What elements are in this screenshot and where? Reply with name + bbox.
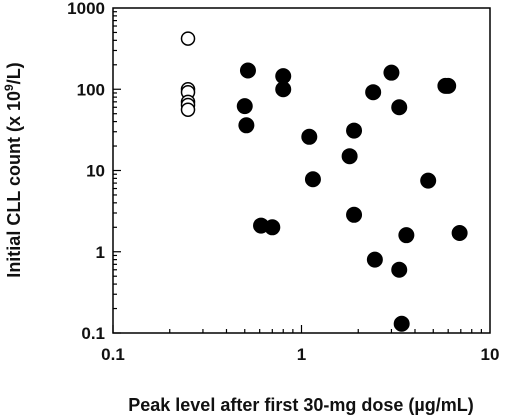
y-tick-label: 100 [77, 80, 105, 99]
y-axis-title-superscript: 9 [2, 84, 16, 91]
filled-circle-point [239, 62, 256, 79]
y-axis-title-end: /L) [4, 62, 24, 84]
y-tick-label: 1 [96, 243, 105, 262]
y-tick-label: 1000 [67, 0, 105, 18]
filled-circle-point [451, 225, 468, 242]
tick-group [112, 11, 482, 334]
y-tick-label: 0.1 [81, 324, 105, 343]
y-tick-label: 10 [86, 162, 105, 181]
data-points [180, 31, 468, 332]
filled-circle-point [391, 261, 408, 278]
filled-circle-point [440, 77, 457, 94]
filled-circle-point [383, 64, 400, 81]
x-tick-label: 0.1 [101, 345, 125, 364]
x-tick-label: 1 [297, 345, 306, 364]
filled-circle-point [301, 128, 318, 145]
x-tick-label: 10 [481, 345, 500, 364]
filled-circle-point [275, 81, 292, 98]
filled-circle-point [420, 172, 437, 189]
y-axis-title-main: Initial CLL count (x 10 [4, 91, 24, 278]
filled-circle-point [346, 122, 363, 139]
filled-circle-point [341, 148, 358, 165]
open-circle-point [180, 31, 196, 46]
filled-circle-point [236, 98, 253, 115]
filled-circle-point [304, 171, 321, 188]
tick-label-group: 0.1 1 10 0.1 1 10 100 1000 [67, 0, 499, 364]
filled-circle-point [264, 219, 281, 236]
filled-circle-point [393, 315, 410, 332]
filled-circle-point [391, 99, 408, 116]
filled-circle-point [238, 117, 255, 134]
filled-circle-point [365, 84, 382, 101]
plot-frame [112, 7, 491, 334]
open-circle-point [180, 102, 196, 117]
y-axis-title: Initial CLL count (x 109/L) [2, 62, 24, 277]
filled-circle-point [398, 227, 415, 244]
filled-circle-point [366, 251, 383, 268]
x-axis-title: Peak level after first 30-mg dose (µg/mL… [128, 395, 473, 415]
filled-circle-point [346, 206, 363, 223]
